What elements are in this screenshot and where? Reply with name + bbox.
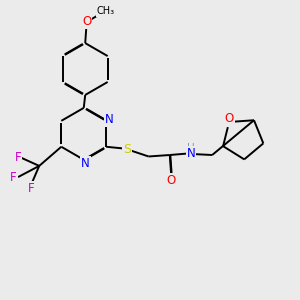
- Text: O: O: [167, 174, 176, 187]
- Text: F: F: [15, 151, 21, 164]
- Text: F: F: [10, 171, 17, 184]
- Text: N: N: [105, 113, 114, 126]
- Text: H: H: [187, 143, 195, 153]
- Text: N: N: [81, 157, 90, 170]
- Text: CH₃: CH₃: [97, 6, 115, 16]
- Text: N: N: [187, 147, 195, 160]
- Text: F: F: [28, 182, 34, 195]
- Text: O: O: [224, 112, 234, 125]
- Text: S: S: [123, 142, 131, 156]
- Text: O: O: [82, 15, 91, 28]
